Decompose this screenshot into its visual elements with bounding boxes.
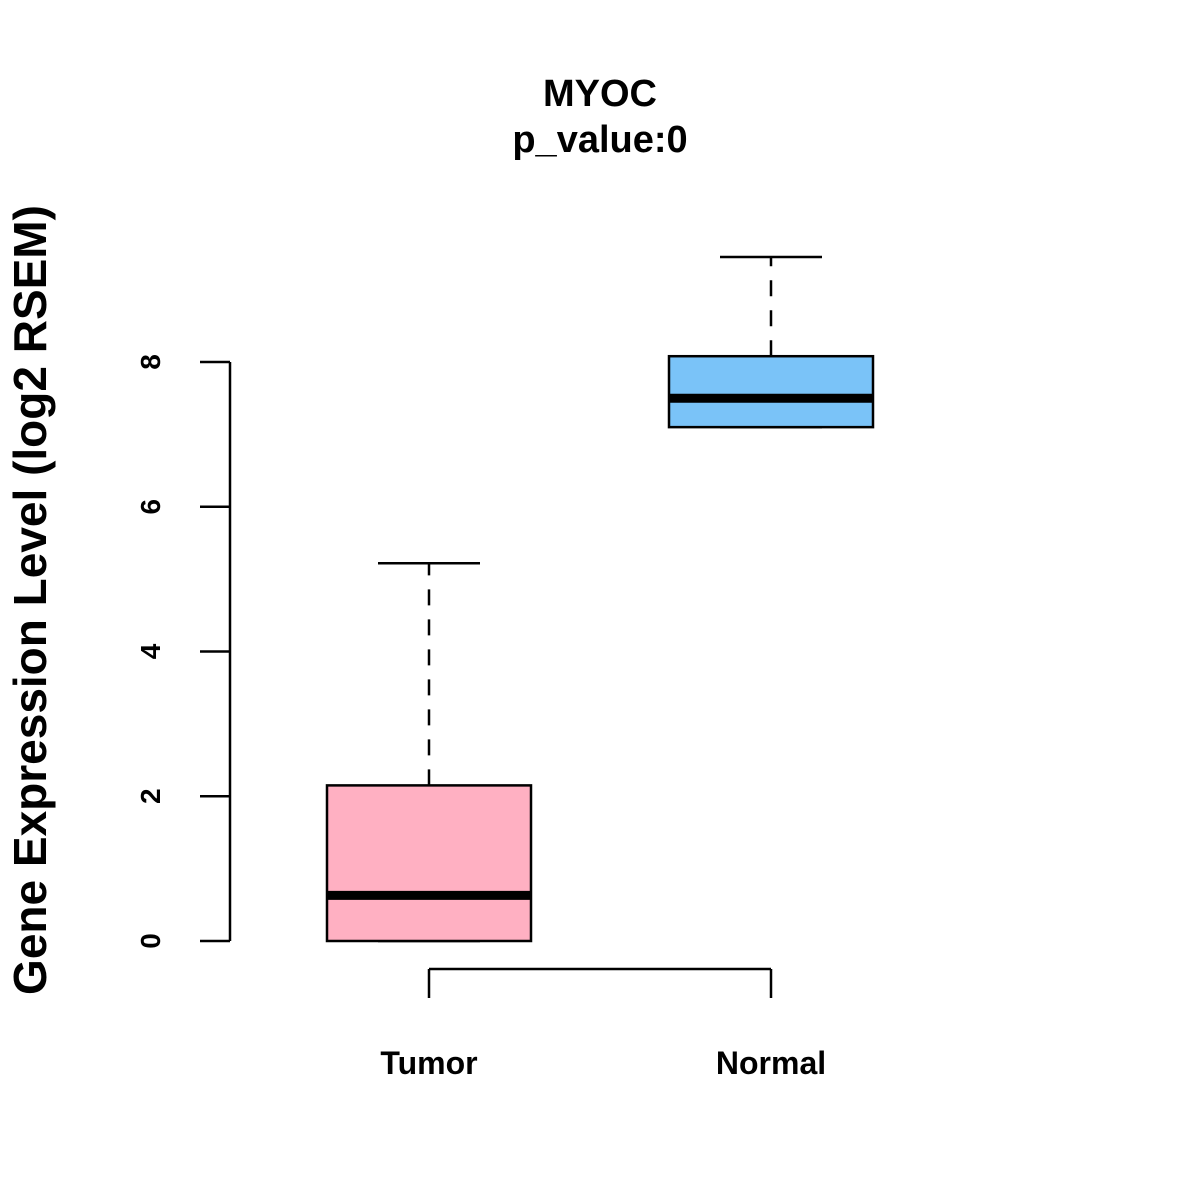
iqr-box (667, 354, 875, 429)
boxes-group (325, 255, 875, 943)
iqr-box (325, 784, 533, 943)
y-tick-label: 2 (135, 788, 166, 804)
y-tick-label: 4 (135, 643, 166, 659)
box-normal (667, 255, 875, 429)
y-axis-title: Gene Expression Level (log2 RSEM) (4, 205, 56, 995)
y-tick-label: 0 (135, 933, 166, 949)
x-tick-label: Normal (716, 1045, 826, 1081)
chart-title: MYOC (543, 73, 657, 115)
chart-subtitle: p_value:0 (512, 119, 687, 161)
box-tumor (325, 561, 533, 943)
x-axis: Tumor Normal (380, 967, 826, 1081)
y-tick-label: 8 (135, 354, 166, 370)
y-tick-label: 6 (135, 499, 166, 515)
y-axis: 0 2 4 6 8 (135, 354, 232, 949)
x-tick-label: Tumor (380, 1045, 477, 1081)
